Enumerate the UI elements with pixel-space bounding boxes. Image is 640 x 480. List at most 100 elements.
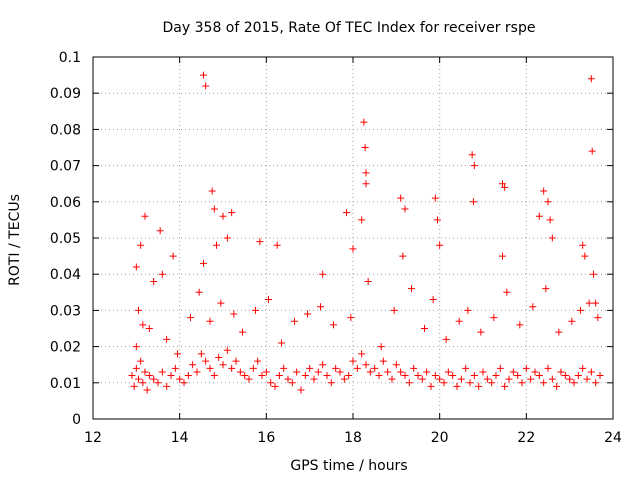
data-point	[360, 118, 368, 126]
data-point	[587, 75, 595, 83]
data-point	[174, 350, 181, 358]
data-point	[145, 325, 153, 332]
data-point	[440, 379, 448, 387]
data-point	[349, 357, 357, 365]
data-point	[141, 368, 149, 376]
data-point	[193, 368, 201, 376]
data-point	[284, 375, 292, 383]
data-point	[343, 209, 350, 217]
data-point	[470, 162, 478, 170]
data-point	[535, 372, 543, 380]
data-point	[340, 375, 348, 383]
data-point	[163, 335, 171, 343]
data-point	[414, 372, 422, 380]
data-point	[514, 372, 522, 380]
data-point	[135, 375, 142, 383]
data-point	[457, 375, 465, 383]
data-point	[228, 209, 236, 217]
data-point	[239, 328, 246, 336]
data-point	[249, 364, 257, 372]
data-point	[492, 372, 500, 380]
data-point	[568, 317, 576, 325]
y-tick-label: 0.1	[59, 50, 81, 66]
data-point	[145, 372, 153, 380]
data-point	[358, 350, 366, 358]
gridlines	[93, 57, 613, 419]
data-point	[421, 325, 428, 332]
data-point	[496, 364, 504, 372]
data-point	[184, 372, 192, 380]
data-point	[150, 277, 158, 285]
data-point	[431, 194, 439, 202]
data-point	[379, 357, 387, 365]
data-point	[405, 379, 413, 387]
data-point	[592, 299, 600, 307]
x-axis-label: GPS time / hours	[290, 458, 407, 474]
data-point	[555, 328, 563, 336]
data-point	[137, 357, 145, 365]
data-point	[449, 372, 457, 380]
data-point	[132, 263, 140, 271]
data-point	[408, 285, 415, 293]
data-point	[362, 361, 370, 369]
data-point	[570, 379, 578, 387]
data-point	[362, 180, 370, 188]
x-tick-labels: 12 14 16 18 20 22 24	[84, 430, 622, 446]
data-point	[434, 216, 441, 224]
data-point	[527, 375, 535, 383]
data-point	[436, 375, 444, 383]
data-point	[332, 364, 340, 372]
data-point	[195, 288, 203, 296]
data-point	[501, 183, 509, 191]
y-tick-label: 0.06	[50, 195, 81, 211]
data-point	[132, 364, 140, 372]
data-point	[167, 372, 175, 380]
data-point	[566, 375, 574, 383]
data-point	[358, 216, 366, 224]
data-point	[223, 234, 231, 242]
data-point	[278, 339, 285, 347]
data-point	[245, 375, 253, 383]
data-point	[189, 361, 197, 369]
data-point	[202, 357, 210, 365]
data-point	[401, 372, 409, 380]
y-tick-labels: 0 0.01 0.02 0.03 0.04 0.05 0.06 0.07 0.08 0.09 0.1	[50, 50, 81, 428]
data-point	[293, 368, 301, 376]
data-point	[210, 372, 218, 380]
data-point	[139, 379, 147, 387]
data-point	[469, 198, 477, 206]
data-point	[410, 364, 418, 372]
data-point	[236, 368, 244, 376]
data-point	[477, 328, 485, 336]
data-point	[590, 270, 597, 278]
data-point	[371, 364, 379, 372]
data-point	[200, 71, 207, 79]
data-point	[366, 368, 374, 376]
data-point	[163, 382, 171, 390]
data-point	[596, 372, 604, 380]
data-point	[544, 198, 552, 206]
data-point	[319, 361, 327, 369]
data-point	[401, 205, 409, 213]
data-point	[574, 372, 582, 380]
data-point	[262, 368, 270, 376]
data-point	[468, 151, 476, 159]
data-point	[581, 252, 589, 260]
data-point	[423, 368, 431, 376]
data-point	[139, 321, 147, 329]
x-tick-label: 18	[344, 430, 362, 446]
data-point	[280, 364, 288, 372]
data-point	[431, 372, 439, 380]
data-point	[223, 346, 231, 354]
data-points	[128, 71, 604, 394]
data-point	[219, 212, 227, 220]
data-point	[197, 350, 205, 358]
data-point	[499, 180, 506, 188]
data-point	[187, 314, 194, 322]
data-point	[475, 382, 483, 390]
data-point	[488, 379, 496, 387]
data-point	[143, 386, 151, 394]
data-point	[304, 310, 311, 318]
y-tick-label: 0.07	[50, 159, 81, 175]
